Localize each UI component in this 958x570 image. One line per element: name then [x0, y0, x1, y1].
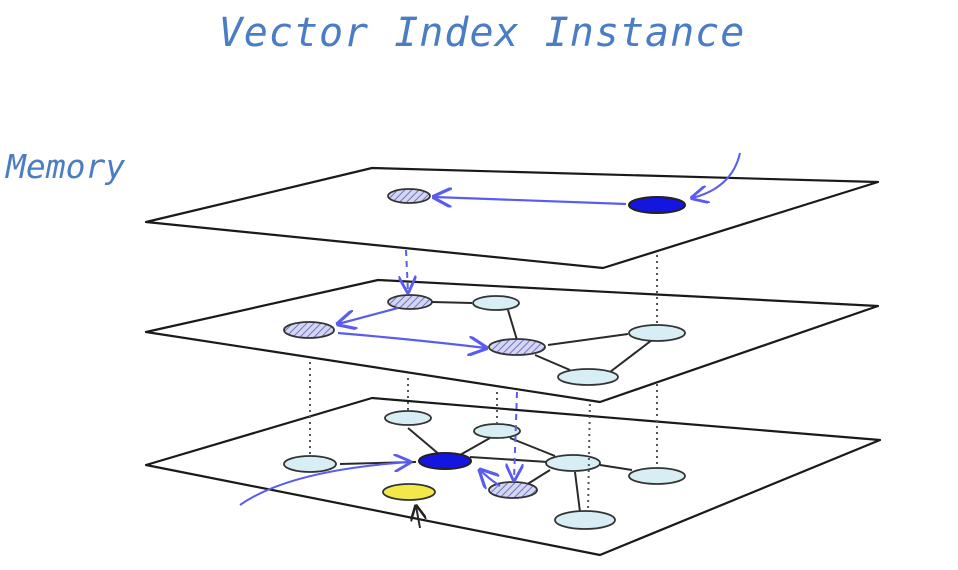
search-path-arrow [434, 197, 627, 204]
search-path-arrow [338, 306, 399, 324]
nearest-neighbor-node [418, 452, 472, 470]
search-path-arrow [337, 331, 486, 348]
query-node [382, 483, 436, 501]
node [472, 295, 520, 311]
entry-arrow [239, 462, 410, 506]
visited-node [387, 294, 433, 310]
layer-plane-bottom [144, 396, 882, 557]
layer-links-middle-top [406, 249, 658, 325]
node [384, 410, 432, 426]
layer-links-bottom-middle [309, 342, 658, 513]
node [283, 455, 337, 473]
search-path-arrow [480, 470, 501, 486]
layer-top [144, 152, 880, 270]
search-descend-arrow [514, 391, 517, 480]
visited-node [387, 188, 431, 204]
entry-arrow [692, 152, 741, 198]
node [628, 467, 686, 485]
node [554, 510, 616, 530]
layer-plane-top [144, 166, 880, 270]
visited-node [488, 338, 546, 356]
diagram-title: Vector Index Instance [219, 10, 746, 56]
memory-label: Memory [5, 147, 125, 186]
entry-point-node [628, 196, 686, 214]
node [473, 423, 521, 439]
node [628, 324, 686, 342]
layer-bottom [144, 396, 882, 557]
query-pointer-arrow [416, 506, 420, 529]
layer-middle [144, 278, 880, 404]
node [545, 454, 601, 472]
node [557, 368, 619, 386]
visited-node [283, 321, 335, 339]
search-descend-arrow [406, 249, 408, 292]
